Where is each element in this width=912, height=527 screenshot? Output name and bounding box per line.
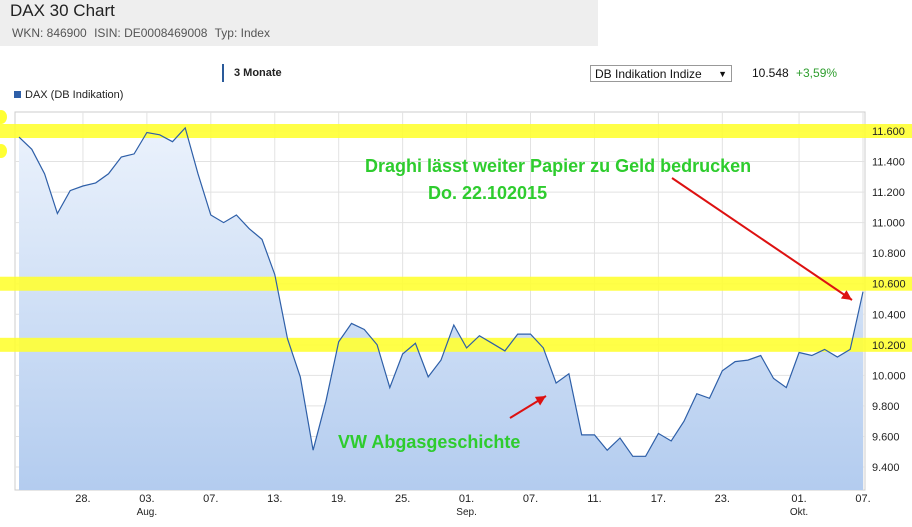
legend-label: DAX (DB Indikation): [25, 89, 124, 101]
arrow-draghi-head: [840, 290, 852, 300]
x-tick-label: 01.: [791, 493, 806, 505]
y-tick-label: 11.600: [872, 126, 905, 138]
x-tick-label: 19.: [331, 493, 346, 505]
annotation-vw: VW Abgasgeschichte: [338, 432, 520, 452]
page-title: DAX 30 Chart: [10, 1, 115, 20]
annotation-draghi: Draghi lässt weiter Papier zu Geld bedru…: [365, 156, 751, 176]
x-tick-month-label: Aug.: [137, 507, 158, 518]
quote-source-value: DB Indikation Indize: [595, 67, 702, 81]
highlight-band: [0, 276, 912, 291]
security-info: WKN: 846900 ISIN: DE0008469008 Typ: Inde…: [12, 26, 274, 40]
x-tick-label: 25.: [395, 493, 410, 505]
y-tick-label: 9.600: [872, 431, 900, 443]
chart-legend: DAX (DB Indikation): [14, 89, 123, 101]
y-tick-label: 11.400: [872, 157, 905, 169]
band-marker: [0, 144, 7, 158]
period-tab[interactable]: 3 Monate: [222, 64, 282, 82]
x-tick-label: 01.: [459, 493, 474, 505]
quote-change: +3,59%: [796, 66, 838, 80]
y-tick-label: 10.400: [872, 309, 906, 321]
chart-header: DAX 30 Chart WKN: 846900 ISIN: DE0008469…: [0, 0, 598, 46]
arrow-vw-head: [534, 396, 546, 406]
x-tick-label: 03.: [139, 493, 154, 505]
x-tick-label: 28.: [75, 493, 90, 505]
arrow-draghi-shaft: [671, 177, 853, 301]
legend-swatch: [14, 91, 21, 98]
y-tick-label: 9.400: [872, 462, 900, 474]
highlight-band: [0, 124, 912, 138]
y-tick-label: 10.200: [872, 340, 906, 352]
highlight-band: [0, 337, 912, 352]
y-tick-label: 11.200: [872, 187, 905, 199]
series-line: [18, 126, 864, 457]
wkn-label: WKN: 846900: [12, 26, 87, 40]
x-tick-label: 07.: [203, 493, 218, 505]
dropdown-arrow-icon: ▼: [718, 69, 727, 79]
y-tick-label: 10.000: [872, 370, 906, 382]
y-tick-label: 10.600: [872, 279, 906, 291]
x-tick-label: 07.: [523, 493, 538, 505]
x-tick-label: 07.: [855, 493, 870, 505]
annotation-date: Do. 22.102015: [428, 183, 547, 203]
x-tick-label: 23.: [715, 493, 730, 505]
y-tick-label: 11.000: [872, 218, 905, 230]
quote-value: 10.548: [752, 66, 789, 80]
series-area: [19, 127, 863, 491]
x-tick-month-label: Sep.: [456, 507, 477, 518]
band-marker: [0, 110, 7, 124]
y-tick-label: 10.800: [872, 248, 906, 260]
isin-label: ISIN: DE0008469008: [94, 26, 208, 40]
quote-source-select[interactable]: DB Indikation Indize ▼: [590, 65, 732, 82]
x-tick-label: 11.: [587, 493, 601, 505]
x-tick-label: 17.: [651, 493, 666, 505]
type-label: Typ: Index: [214, 26, 270, 40]
x-tick-month-label: Okt.: [790, 507, 808, 518]
x-tick-label: 13.: [267, 493, 282, 505]
y-tick-label: 9.800: [872, 401, 900, 413]
